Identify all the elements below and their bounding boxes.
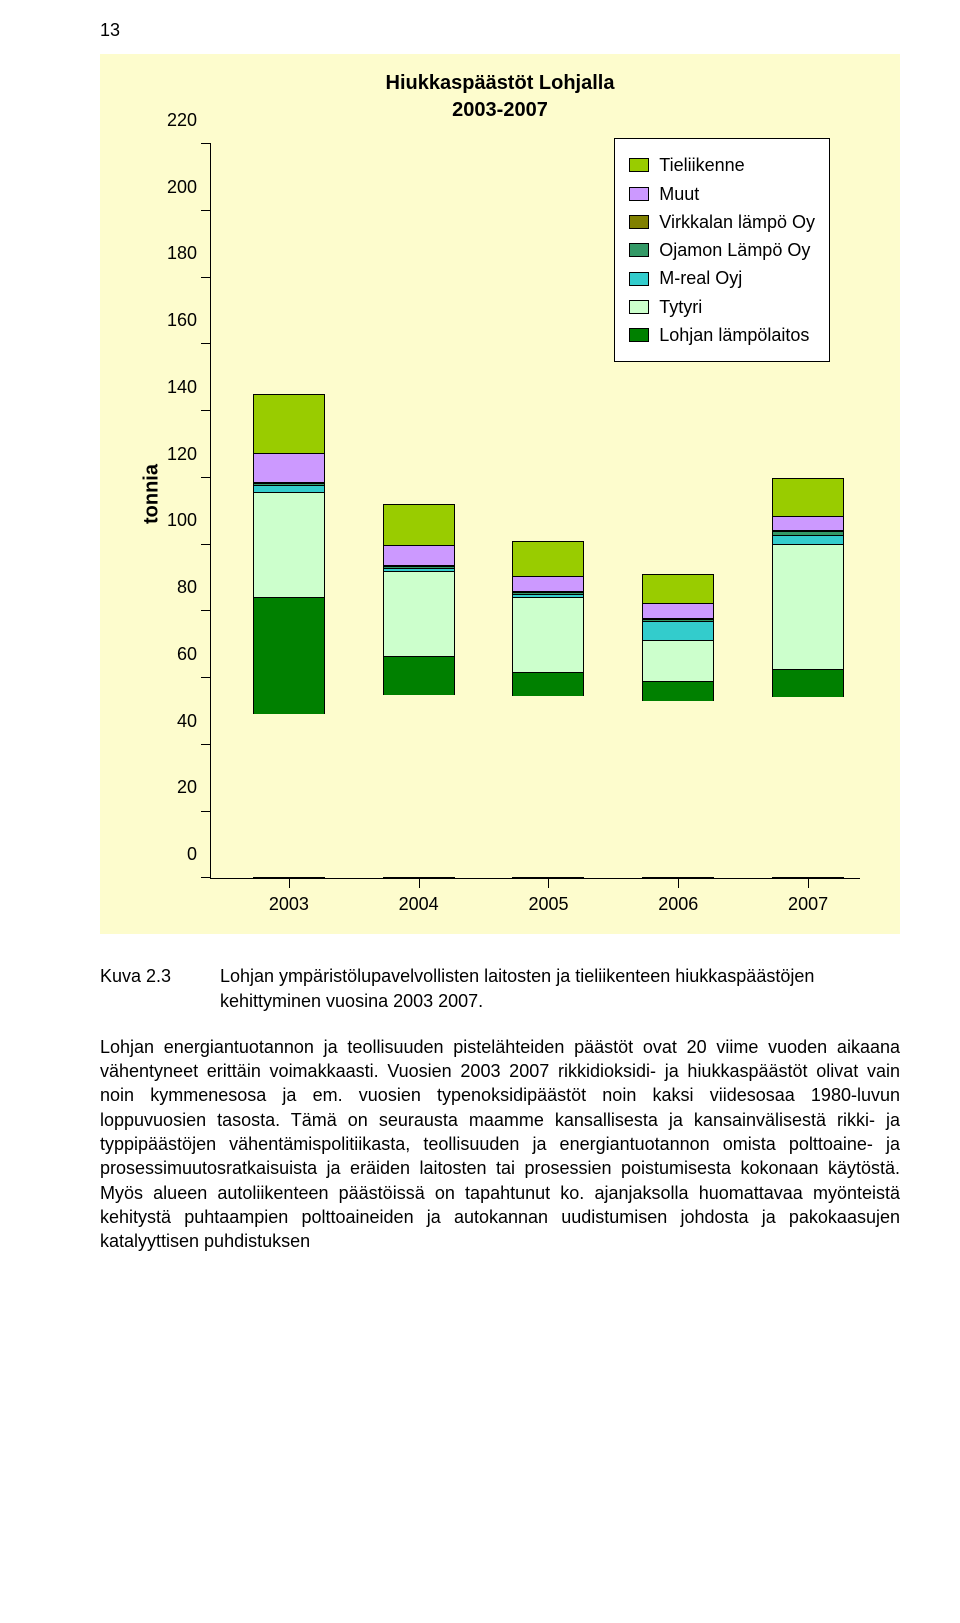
y-tick-label: 20	[177, 775, 197, 799]
x-tick-label: 2007	[788, 892, 828, 916]
y-tick-label: 140	[167, 375, 197, 399]
y-tick-label: 60	[177, 642, 197, 666]
x-tick-label: 2006	[658, 892, 698, 916]
y-tick	[201, 811, 211, 812]
x-tick	[419, 878, 420, 888]
x-tick	[678, 878, 679, 888]
chart-bars-container	[211, 144, 860, 878]
bar-segment	[642, 621, 714, 640]
bar-segment	[253, 394, 325, 453]
y-tick-label: 100	[167, 508, 197, 532]
bar-segment	[512, 576, 584, 591]
figure-caption: Kuva 2.3 Lohjan ympäristölupavelvolliste…	[100, 964, 900, 1013]
bar-group	[512, 541, 584, 878]
y-tick-label: 80	[177, 575, 197, 599]
chart-frame: Hiukkaspäästöt Lohjalla 2003-2007 Tielii…	[100, 54, 900, 934]
bar-segment	[512, 541, 584, 576]
page-number: 13	[100, 18, 960, 42]
y-tick-label: 220	[167, 108, 197, 132]
y-tick	[201, 744, 211, 745]
bar-segment	[253, 453, 325, 482]
bar-segment	[253, 485, 325, 492]
bar-group	[642, 574, 714, 878]
bar-segment	[383, 545, 455, 565]
x-tick	[548, 878, 549, 888]
y-tick	[201, 677, 211, 678]
x-tick-label: 2004	[399, 892, 439, 916]
bar-segment	[383, 656, 455, 695]
chart-title: Hiukkaspäästöt Lohjalla 2003-2007	[100, 70, 900, 124]
bar-segment	[512, 672, 584, 696]
y-tick	[201, 410, 211, 411]
y-tick-label: 0	[187, 842, 197, 866]
y-tick	[201, 210, 211, 211]
y-tick	[201, 343, 211, 344]
figure-caption-key: Kuva 2.3	[100, 964, 220, 1013]
bar-group	[253, 394, 325, 878]
bar-group	[383, 504, 455, 878]
y-tick	[201, 877, 211, 878]
y-tick-label: 120	[167, 441, 197, 465]
bar-segment	[642, 681, 714, 700]
x-tick-label: 2005	[528, 892, 568, 916]
bar-segment	[642, 574, 714, 603]
figure-caption-text: Lohjan ympäristölupavelvollisten laitost…	[220, 964, 900, 1013]
y-tick	[201, 143, 211, 144]
bar-segment	[253, 492, 325, 597]
x-tick-label: 2003	[269, 892, 309, 916]
body-paragraph: Lohjan energiantuotannon ja teollisuuden…	[100, 1035, 900, 1254]
bar-segment	[512, 597, 584, 672]
y-tick	[201, 277, 211, 278]
bar-segment	[772, 544, 844, 669]
bar-segment	[772, 669, 844, 696]
y-tick-label: 200	[167, 175, 197, 199]
bar-group	[772, 478, 844, 879]
bar-segment	[383, 571, 455, 656]
y-tick	[201, 610, 211, 611]
y-tick	[201, 544, 211, 545]
y-tick	[201, 477, 211, 478]
bar-segment	[642, 603, 714, 618]
x-tick	[808, 878, 809, 888]
bar-segment	[772, 478, 844, 516]
bar-segment	[253, 597, 325, 713]
y-tick-label: 160	[167, 308, 197, 332]
x-tick	[289, 878, 290, 888]
y-tick-label: 40	[177, 708, 197, 732]
bar-segment	[772, 535, 844, 544]
bar-segment	[772, 516, 844, 531]
y-axis-label: tonnia	[139, 464, 166, 524]
bar-segment	[642, 640, 714, 681]
bar-segment	[383, 504, 455, 545]
chart-plot-area: 0204060801001201401601802002202003200420…	[210, 144, 860, 879]
y-tick-label: 180	[167, 241, 197, 265]
